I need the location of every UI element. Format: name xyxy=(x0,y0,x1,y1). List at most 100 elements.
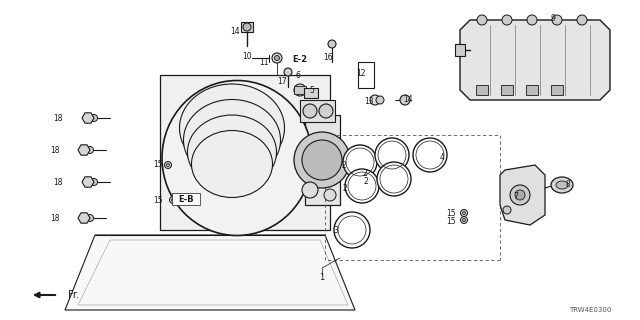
Circle shape xyxy=(461,210,467,217)
Circle shape xyxy=(272,53,282,63)
Ellipse shape xyxy=(184,151,285,228)
Text: E-2: E-2 xyxy=(292,54,308,63)
Circle shape xyxy=(86,214,93,221)
Polygon shape xyxy=(160,75,330,230)
Text: 1: 1 xyxy=(319,274,324,283)
Text: 15: 15 xyxy=(446,209,456,218)
Text: 2: 2 xyxy=(342,161,346,170)
Circle shape xyxy=(275,55,280,60)
Circle shape xyxy=(515,190,525,200)
Circle shape xyxy=(413,138,447,172)
Text: E-B: E-B xyxy=(178,195,194,204)
Bar xyxy=(358,62,374,88)
Text: 17: 17 xyxy=(277,76,287,85)
Circle shape xyxy=(243,23,251,31)
Bar xyxy=(526,85,538,95)
Circle shape xyxy=(463,212,465,214)
Ellipse shape xyxy=(556,181,568,189)
Circle shape xyxy=(172,198,175,202)
Circle shape xyxy=(90,115,97,122)
Circle shape xyxy=(170,196,177,204)
Text: 2: 2 xyxy=(342,183,348,193)
Circle shape xyxy=(343,145,377,179)
Circle shape xyxy=(294,84,306,96)
Circle shape xyxy=(527,15,537,25)
Bar xyxy=(304,88,318,98)
Ellipse shape xyxy=(179,84,285,172)
Ellipse shape xyxy=(184,100,310,195)
Text: 15: 15 xyxy=(446,217,456,226)
Ellipse shape xyxy=(188,115,276,189)
Text: 4: 4 xyxy=(440,153,444,162)
Text: Fr.: Fr. xyxy=(68,290,79,300)
Circle shape xyxy=(324,189,336,201)
Circle shape xyxy=(90,179,97,186)
Ellipse shape xyxy=(184,117,301,206)
Text: 5: 5 xyxy=(310,85,314,94)
Text: 12: 12 xyxy=(356,68,365,77)
Bar xyxy=(241,22,253,32)
Ellipse shape xyxy=(191,131,273,197)
Bar xyxy=(300,100,335,122)
Circle shape xyxy=(463,219,465,221)
Text: 6: 6 xyxy=(296,70,300,79)
Circle shape xyxy=(502,15,512,25)
Ellipse shape xyxy=(184,135,294,219)
Text: TRW4E0300: TRW4E0300 xyxy=(569,307,611,313)
Circle shape xyxy=(375,138,409,172)
Text: 8: 8 xyxy=(566,180,570,188)
Text: 7: 7 xyxy=(513,191,518,201)
Circle shape xyxy=(86,147,93,154)
Circle shape xyxy=(376,96,384,104)
Circle shape xyxy=(166,164,170,166)
Text: 9: 9 xyxy=(550,13,556,22)
Circle shape xyxy=(400,95,410,105)
Text: 13: 13 xyxy=(364,97,374,106)
Circle shape xyxy=(503,206,511,214)
Text: 10: 10 xyxy=(242,52,252,60)
Circle shape xyxy=(319,104,333,118)
Bar xyxy=(294,86,306,94)
Circle shape xyxy=(302,140,342,180)
Polygon shape xyxy=(305,115,340,205)
Text: 18: 18 xyxy=(51,146,60,155)
Circle shape xyxy=(345,169,379,203)
Polygon shape xyxy=(500,165,545,225)
Circle shape xyxy=(303,104,317,118)
Circle shape xyxy=(164,162,172,169)
Circle shape xyxy=(302,182,318,198)
Text: 3: 3 xyxy=(333,226,339,235)
Polygon shape xyxy=(460,20,610,100)
Text: 11: 11 xyxy=(259,58,269,67)
Text: 15: 15 xyxy=(153,159,163,169)
Text: 14: 14 xyxy=(403,94,413,103)
Ellipse shape xyxy=(551,177,573,193)
Circle shape xyxy=(477,15,487,25)
Ellipse shape xyxy=(162,81,312,236)
Circle shape xyxy=(294,132,350,188)
Text: 16: 16 xyxy=(323,52,333,61)
Text: 18: 18 xyxy=(53,114,63,123)
Ellipse shape xyxy=(184,100,280,180)
Polygon shape xyxy=(65,235,355,310)
Bar xyxy=(476,85,488,95)
Text: 14: 14 xyxy=(230,27,240,36)
Circle shape xyxy=(510,185,530,205)
Bar xyxy=(551,85,563,95)
Text: 2: 2 xyxy=(363,169,367,178)
Circle shape xyxy=(370,95,380,105)
Text: 18: 18 xyxy=(51,213,60,222)
Circle shape xyxy=(284,68,292,76)
Circle shape xyxy=(377,162,411,196)
Bar xyxy=(455,44,465,56)
Circle shape xyxy=(334,212,370,248)
Text: 2: 2 xyxy=(364,177,369,186)
Bar xyxy=(501,85,513,95)
Bar xyxy=(172,193,200,205)
Circle shape xyxy=(577,15,587,25)
Circle shape xyxy=(328,40,336,48)
Circle shape xyxy=(552,15,562,25)
Text: 15: 15 xyxy=(153,196,163,204)
Text: 18: 18 xyxy=(53,178,63,187)
Circle shape xyxy=(461,217,467,223)
